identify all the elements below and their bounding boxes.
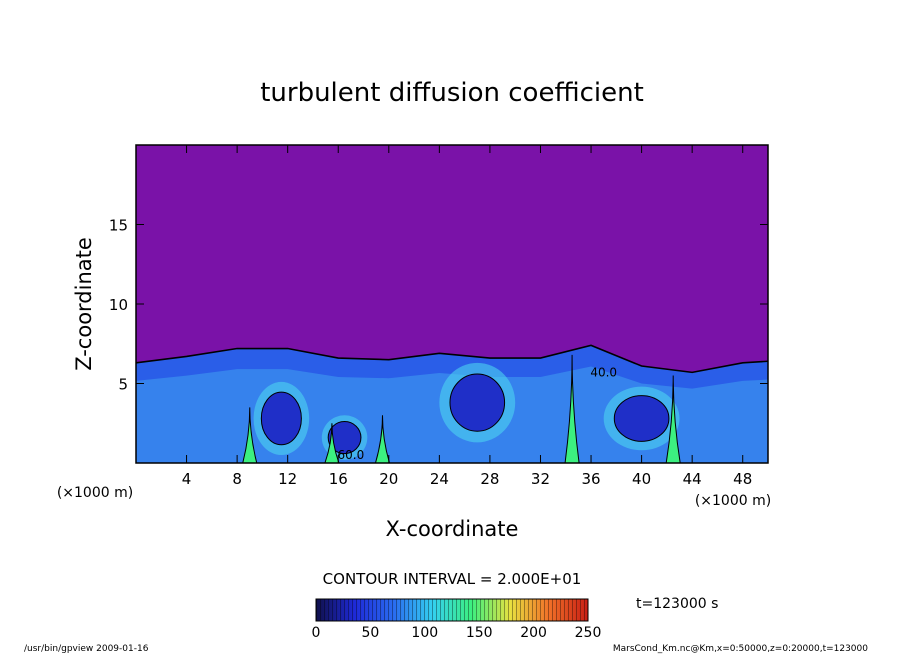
y-axis-label: Z-coordinate: [72, 237, 96, 371]
chart-title: turbulent diffusion coefficient: [260, 78, 644, 108]
contour-label: 60.0: [338, 448, 365, 462]
y-tick-label: 15: [109, 217, 128, 235]
time-label: t=123000 s: [636, 596, 718, 612]
colorbar-stripes: [316, 599, 588, 621]
x-tick-label: 36: [581, 470, 600, 488]
footer-left-text: /usr/bin/gpview 2009-01-16: [24, 644, 149, 654]
heatmap-field: [136, 344, 768, 463]
x-tick-label: 20: [379, 470, 398, 488]
y-tick-label: 10: [109, 296, 128, 314]
x-tick-label: 24: [430, 470, 449, 488]
y-tick-label: 5: [118, 376, 128, 394]
x-tick-label: 8: [232, 470, 242, 488]
x-unit-right-label: (×1000 m): [695, 493, 771, 509]
mixed-layer-top-contour: [136, 344, 768, 374]
convective-cell-core: [449, 373, 506, 432]
colorbar-tick-label: 50: [361, 625, 379, 641]
colorbar-tick-label: 250: [575, 625, 602, 641]
colorbar-tick-label: 150: [466, 625, 493, 641]
plume: [374, 415, 391, 463]
colorbar-tick-label: 0: [312, 625, 321, 641]
x-tick-label: 44: [683, 470, 702, 488]
contour-label: 40.0: [590, 365, 617, 379]
contour-interval-text: CONTOUR INTERVAL = 2.000E+01: [323, 570, 582, 588]
x-tick-label: 32: [531, 470, 550, 488]
x-tick-label: 40: [632, 470, 651, 488]
plume: [564, 354, 580, 463]
convective-cell-core: [260, 391, 302, 446]
plume: [665, 375, 681, 463]
colorbar-ticks: 0 50 100 150 200 250: [312, 625, 602, 641]
x-tick-label: 28: [480, 470, 499, 488]
plume: [242, 407, 258, 463]
colorbar-tick-label: 200: [520, 625, 547, 641]
x-axis-ticks: 4 8 12 16 20 24 28 32 36 40 44 48: [182, 145, 752, 488]
x-tick-label: 48: [733, 470, 752, 488]
footer-right-text: MarsCond_Km.nc@Km,x=0:50000,z=0:20000,t=…: [613, 644, 868, 654]
plume: [324, 423, 340, 463]
x-tick-label: 12: [278, 470, 297, 488]
y-axis-ticks: 5 10 15: [109, 217, 768, 394]
x-tick-label: 4: [182, 470, 192, 488]
convective-cell-core: [327, 421, 362, 455]
x-tick-label: 16: [329, 470, 348, 488]
colorbar-tick-label: 100: [411, 625, 438, 641]
convective-cell-core: [613, 395, 670, 442]
x-unit-left-label: (×1000 m): [57, 485, 133, 501]
contour-labels: 40.0 60.0: [338, 365, 618, 462]
x-axis-label: X-coordinate: [386, 517, 519, 541]
